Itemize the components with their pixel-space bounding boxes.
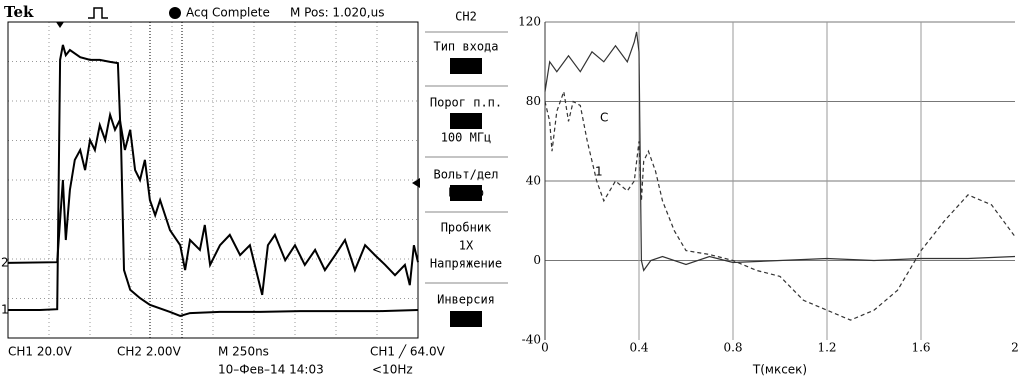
menu-value: Грубо — [448, 186, 484, 200]
x-axis-title: T(мксек) — [752, 363, 807, 377]
x-tick-label: 0 — [541, 341, 549, 355]
menu-label: Тип входа — [433, 40, 498, 54]
menu-value: Выкл — [452, 114, 481, 128]
x-tick-label: 0.4 — [629, 341, 648, 355]
y-tick-label: 0 — [533, 253, 541, 267]
menu-label: Инверсия — [437, 293, 495, 307]
acq-dot — [169, 7, 181, 19]
menu-label: Пробник — [441, 221, 492, 235]
scope-header: Acq Complete — [186, 6, 270, 20]
series-label: C — [600, 111, 608, 125]
series-label: 1 — [595, 165, 603, 179]
y-tick-label: 80 — [526, 94, 541, 108]
x-tick-label: 1.6 — [911, 341, 930, 355]
background — [0, 0, 1027, 382]
menu-label: Напряжение — [430, 257, 502, 271]
menu-label: 100 МГц — [441, 131, 492, 145]
scope-readout: CH2 2.00V — [117, 345, 182, 359]
menu-value: Выкл — [452, 312, 481, 326]
menu-label: Порог п.п. — [430, 96, 502, 110]
scope-readout: CH1 ╱ 64.0V — [370, 344, 446, 359]
scope-header: Tek — [4, 3, 34, 21]
menu-label: 1X — [459, 239, 474, 253]
menu-value: DC — [459, 59, 473, 73]
channel-marker: 2 — [1, 255, 9, 269]
scope-readout: <10Hz — [372, 363, 413, 377]
y-tick-label: 40 — [526, 174, 541, 188]
x-tick-label: 2 — [1011, 341, 1019, 355]
menu-label: CH2 — [455, 10, 477, 24]
scope-readout: M 250ns — [218, 345, 269, 359]
menu-label: Вольт/дел — [433, 168, 498, 182]
page: 1 2 Tek Acq Complete M Pos: 1.020,us CH2 Тип в… — [0, 0, 1027, 382]
x-tick-label: 0.8 — [723, 341, 742, 355]
scope-readout: CH1 20.0V — [8, 345, 73, 359]
channel-marker: 1 — [1, 302, 9, 316]
x-tick-label: 1.2 — [817, 341, 836, 355]
scope-readout: 10–Фев–14 14:03 — [218, 363, 324, 377]
y-tick-label: -40 — [522, 333, 541, 347]
y-tick-label: 120 — [518, 15, 541, 29]
scope-header: M Pos: 1.020,us — [290, 6, 384, 20]
